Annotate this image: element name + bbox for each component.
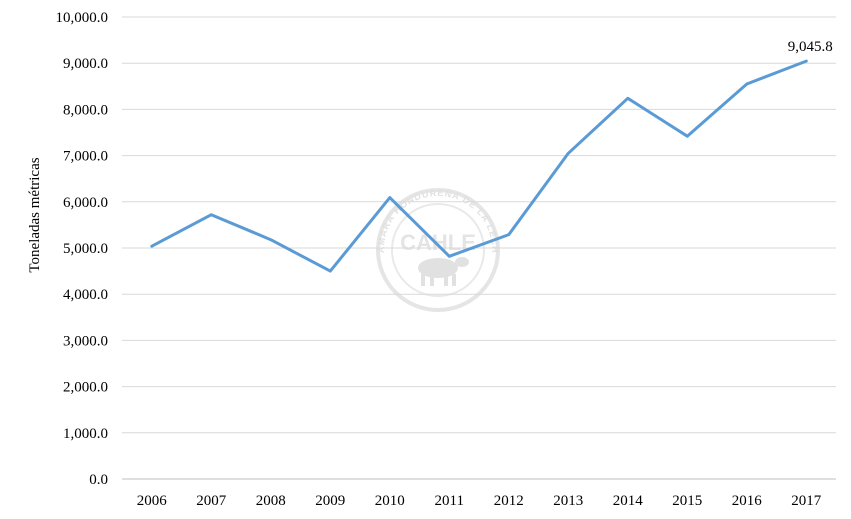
data-point <box>268 237 274 243</box>
data-point <box>208 212 214 218</box>
y-tick-label: 7,000.0 <box>63 149 108 165</box>
data-point <box>625 95 631 101</box>
y-tick-label: 10,000.0 <box>56 10 109 26</box>
gridlines <box>122 16 836 434</box>
y-tick-label: 1,000.0 <box>63 426 108 442</box>
watermark-arc-text: CÁMARA HONDUREÑA DE LA LECHE <box>0 0 499 254</box>
data-label: 9,045.8 <box>788 39 833 55</box>
x-tick-label: 2015 <box>672 493 702 509</box>
y-tick-label: 8,000.0 <box>63 102 108 118</box>
y-tick-label: 2,000.0 <box>63 380 108 396</box>
x-tick-label: 2007 <box>196 493 227 509</box>
svg-text:CÁMARA HONDUREÑA DE LA LECHE: CÁMARA HONDUREÑA DE LA LECHE <box>0 0 500 254</box>
data-labels: 9,045.8 <box>788 39 833 55</box>
x-tick-label: 2008 <box>256 493 286 509</box>
y-tick-labels: 0.0 1,000.0 2,000.0 3,000.0 4,000.0 5,000.0 6,… <box>56 10 109 488</box>
x-tick-label: 2010 <box>375 493 405 509</box>
x-tick-label: 2016 <box>732 493 763 509</box>
y-tick-label: 4,000.0 <box>63 287 108 303</box>
data-point <box>744 81 750 87</box>
x-tick-labels: 2006 2007 2008 2009 2010 2011 2012 2013 2014 2015… <box>137 493 822 509</box>
y-tick-label: 3,000.0 <box>63 333 108 349</box>
x-tick-label: 2014 <box>613 493 644 509</box>
cow-icon <box>418 257 469 286</box>
data-point <box>684 133 690 139</box>
data-point <box>149 243 155 249</box>
x-tick-label: 2011 <box>435 493 464 509</box>
x-tick-label: 2017 <box>791 493 822 509</box>
y-tick-label: 6,000.0 <box>63 195 108 211</box>
x-tick-label: 2006 <box>137 493 168 509</box>
y-tick-label: 0.0 <box>89 472 108 488</box>
y-tick-label: 9,000.0 <box>63 56 108 72</box>
data-point <box>506 232 512 238</box>
data-point <box>446 253 452 259</box>
y-tick-label: 5,000.0 <box>63 241 108 257</box>
data-point <box>803 58 809 64</box>
series-line <box>150 59 808 273</box>
data-point <box>565 150 571 156</box>
y-axis-label: Toneladas métricas <box>27 157 43 272</box>
x-tick-label: 2013 <box>553 493 583 509</box>
x-tick-label: 2009 <box>315 493 345 509</box>
data-point <box>387 195 393 201</box>
series <box>149 58 809 274</box>
data-point <box>327 268 333 274</box>
x-tick-label: 2012 <box>494 493 524 509</box>
